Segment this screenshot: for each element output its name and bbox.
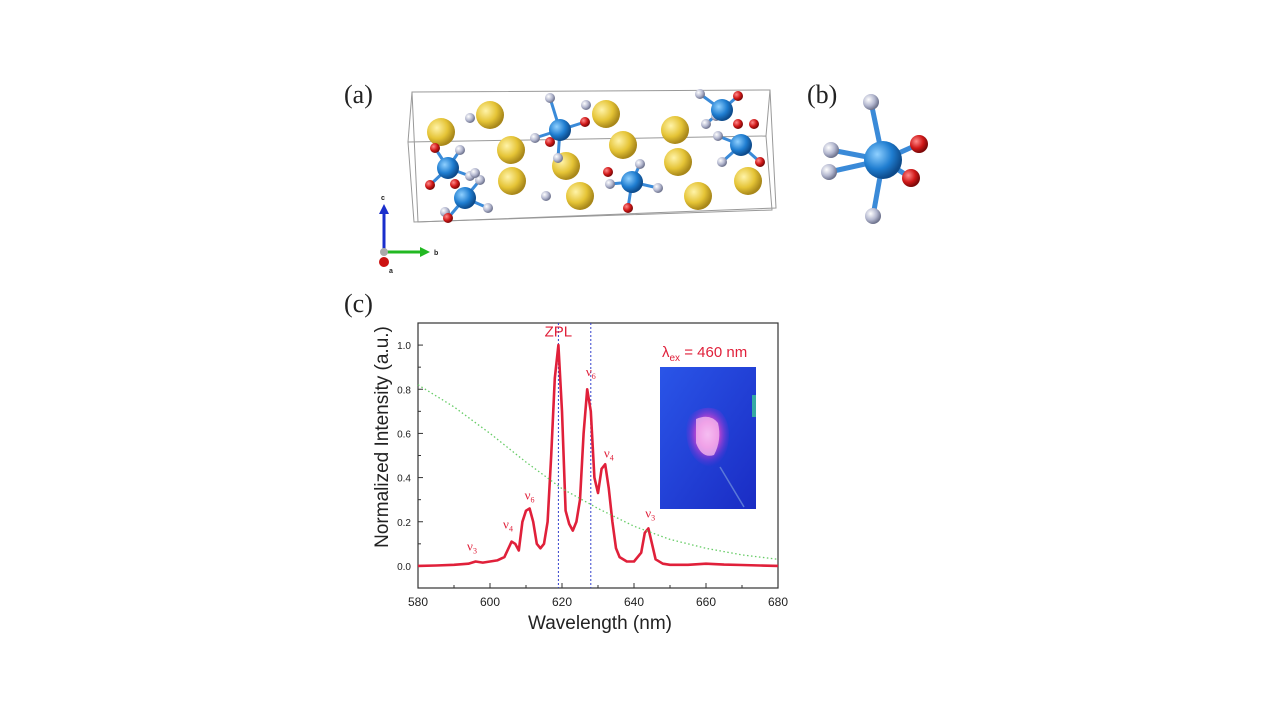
vibronic-peak-label: ν6 [525, 488, 535, 505]
octahedron-detail [821, 94, 928, 224]
lambda-symbol: λ [662, 344, 670, 361]
luminescence-photo-inset [660, 367, 756, 509]
y-tick-label: 1.0 [397, 341, 411, 352]
x-tick-label: 680 [768, 595, 788, 609]
x-tick-label: 660 [696, 595, 716, 609]
y-tick-label: 0.8 [397, 385, 411, 396]
zpl-label: ZPL [545, 323, 573, 340]
unit-cell-box [407, 89, 777, 223]
crystal-structure-cell [407, 89, 777, 223]
x-tick-label: 580 [408, 595, 428, 609]
gold-atoms [427, 100, 762, 210]
excitation-wavelength-label: λex = 460 nm [662, 344, 747, 364]
axis-triad: c b a [379, 195, 438, 275]
spectrum-chart: 580 600 620 640 660 680 0.0 0.2 0.4 0.6 0.8 1.0 ZPL… [372, 322, 788, 634]
lambda-subscript: ex [670, 353, 681, 364]
tick-labels: 580 600 620 640 660 680 0.0 0.2 0.4 0.6 0.8 1.0 [397, 341, 788, 609]
lambda-value: = 460 nm [680, 344, 747, 361]
vibronic-peak-label: ν4 [604, 446, 614, 463]
emission-spectrum-line [417, 343, 779, 568]
panel-label-a: (a) [344, 80, 373, 109]
y-axis-label: Normalized Intensity (a.u.) [372, 326, 393, 548]
excitation-dotted-line [417, 384, 779, 560]
triad-label-c: c [381, 195, 385, 202]
x-tick-label: 620 [552, 595, 572, 609]
y-tick-label: 0.6 [397, 429, 411, 440]
x-tick-label: 600 [480, 595, 500, 609]
y-tick-label: 0.4 [397, 474, 411, 485]
red-atoms [425, 91, 765, 223]
triad-label-b: b [434, 250, 438, 257]
panel-label-c: (c) [344, 289, 373, 318]
grey-atoms [440, 89, 727, 217]
series-layer [417, 343, 779, 568]
x-axis-label: Wavelength (nm) [528, 613, 672, 634]
y-tick-label: 0.2 [397, 518, 411, 529]
blue-atoms [437, 99, 752, 209]
vibronic-peak-label: ν3 [467, 538, 477, 555]
y-tick-label: 0.0 [397, 562, 411, 573]
peak-annotations: ZPL ν6 ν4 ν3 ν6 ν4 ν3 [467, 323, 655, 555]
vibronic-peak-label: ν3 [645, 505, 655, 522]
vibronic-peak-label: ν4 [503, 516, 513, 533]
vibronic-peak-label: ν6 [586, 364, 596, 381]
x-tick-label: 640 [624, 595, 644, 609]
triad-label-a: a [389, 268, 393, 275]
panel-label-b: (b) [807, 80, 838, 109]
